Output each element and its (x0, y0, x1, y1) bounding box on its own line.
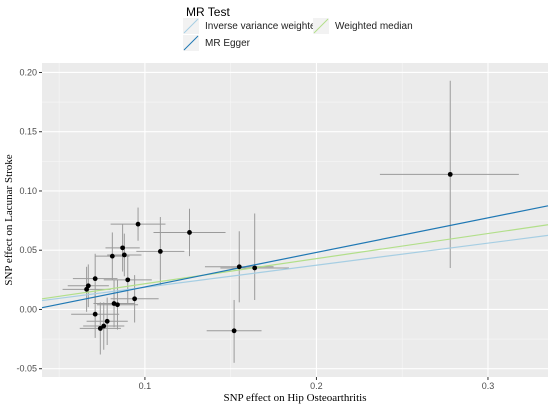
legend-key-ivw (183, 18, 199, 34)
data-point (92, 311, 98, 317)
data-points (84, 171, 453, 334)
data-point (447, 171, 453, 177)
y-tick-label: 0.05 (19, 245, 37, 255)
data-point (92, 276, 98, 282)
x-tick-label: 0.1 (139, 381, 152, 391)
data-point (132, 296, 138, 302)
x-tick-label: 0.3 (482, 381, 495, 391)
data-point (115, 302, 120, 308)
y-axis-title: SNP effect on Lacunar Stroke (3, 154, 15, 285)
legend-title: MR Test (186, 5, 230, 19)
data-point (135, 221, 141, 227)
legend-label-mr-egger: MR Egger (205, 38, 251, 49)
fit-line-inverse-variance-weighted (41, 234, 549, 302)
x-axis-ticks: 0.1 0.2 0.3 (139, 377, 495, 391)
fit-line-weighted-median (41, 224, 549, 300)
legend-key-weighted-median (313, 18, 329, 34)
y-tick-label: -0.05 (16, 364, 37, 374)
data-point (121, 252, 127, 258)
grid-lines (42, 63, 548, 377)
data-point (125, 277, 131, 283)
data-point (97, 326, 103, 331)
data-point (252, 265, 258, 271)
data-point (187, 230, 192, 235)
legend: MR Test Inverse variance weighted Weight… (183, 5, 413, 51)
y-tick-label: 0.20 (19, 67, 37, 77)
y-axis-ticks: -0.05 0.00 0.05 0.10 0.15 0.20 (16, 67, 42, 374)
data-point (120, 245, 126, 251)
legend-label-weighted-median: Weighted median (335, 21, 413, 32)
data-point (84, 286, 89, 292)
y-tick-label: 0.00 (19, 304, 37, 314)
regression-lines (41, 205, 549, 309)
data-point (236, 264, 242, 270)
data-point (157, 249, 163, 254)
y-tick-label: 0.10 (19, 186, 37, 196)
legend-label-ivw: Inverse variance weighted (205, 21, 321, 32)
data-point (231, 328, 237, 334)
data-point (85, 283, 91, 289)
x-axis-title: SNP effect on Hip Osteoarthritis (224, 392, 367, 404)
plot-panel (42, 63, 548, 377)
x-tick-label: 0.2 (310, 381, 323, 391)
data-point (101, 323, 107, 329)
fit-line-mr-egger (41, 205, 549, 309)
y-tick-label: 0.15 (19, 127, 37, 137)
data-point (104, 318, 110, 324)
data-point (109, 253, 115, 259)
legend-key-mr-egger (183, 35, 199, 51)
